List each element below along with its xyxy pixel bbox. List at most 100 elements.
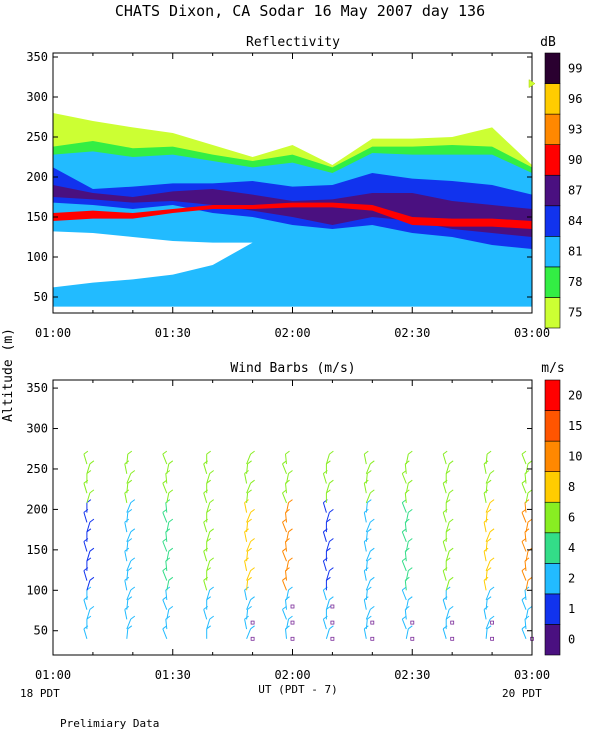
wind-barb-flag bbox=[329, 625, 334, 630]
wind-barb bbox=[86, 551, 91, 562]
wind-barb bbox=[83, 570, 88, 581]
wind-barb-flag bbox=[209, 528, 214, 533]
wind-barb bbox=[206, 589, 211, 601]
wind-barb-flag bbox=[407, 508, 413, 513]
reflectivity-colorbar-unit: dB bbox=[540, 35, 556, 50]
wind-barb-flag bbox=[250, 450, 255, 455]
wind-barb-flag bbox=[489, 528, 495, 533]
wind-barb-flag bbox=[489, 499, 495, 504]
wind-colorbar-unit: m/s bbox=[541, 361, 564, 376]
wind-barb-flag bbox=[127, 479, 133, 484]
wind-barb-flag bbox=[250, 538, 255, 542]
refl-x-tick-label: 02:00 bbox=[274, 326, 310, 340]
wind-colorbar-swatch bbox=[544, 563, 561, 595]
calm-marker bbox=[330, 604, 335, 609]
wind-barb-flag bbox=[407, 479, 413, 484]
wind-barb bbox=[483, 580, 487, 591]
refl-y-tick-label: 300 bbox=[26, 90, 48, 104]
wind-colorbar-tick-label: 4 bbox=[568, 541, 575, 555]
calm-marker bbox=[450, 636, 455, 641]
wind-barb bbox=[126, 454, 129, 465]
wind-barb-flag bbox=[407, 625, 413, 630]
wind-barb bbox=[86, 609, 91, 620]
reflectivity-colorbar-tick-label: 99 bbox=[568, 61, 582, 75]
reflectivity-colorbar-swatch bbox=[544, 174, 561, 207]
wind-barb bbox=[401, 618, 407, 630]
wind-barb bbox=[126, 483, 129, 494]
wind-barb bbox=[485, 483, 488, 494]
calm-marker bbox=[290, 620, 295, 625]
wind-barb bbox=[124, 522, 128, 533]
wind-colorbar-tick-label: 15 bbox=[568, 419, 582, 433]
wind-barb bbox=[365, 502, 368, 513]
wind-barb bbox=[524, 502, 527, 513]
wind-barb bbox=[162, 453, 168, 465]
wind-barb bbox=[244, 619, 248, 630]
wind-barb bbox=[246, 483, 252, 494]
wind-barb bbox=[244, 589, 248, 601]
wind-barb-flag bbox=[209, 586, 214, 591]
wind-barb-flag bbox=[407, 596, 413, 601]
wind-barb bbox=[124, 609, 128, 620]
wind-barb bbox=[246, 609, 249, 620]
wind-barb bbox=[246, 512, 252, 523]
wind-barb bbox=[246, 628, 252, 639]
wind-barb bbox=[285, 570, 287, 581]
wind-y-tick-label: 300 bbox=[26, 422, 48, 436]
wind-colorbar-swatch bbox=[544, 410, 561, 442]
wind-barb bbox=[322, 473, 327, 484]
wind-barb bbox=[124, 580, 128, 591]
wind-barb bbox=[165, 589, 168, 601]
wind-barb-flag bbox=[486, 508, 492, 513]
wind-barb-flag bbox=[162, 450, 168, 455]
wind-colorbar-swatch bbox=[544, 440, 561, 472]
wind-barb-flag bbox=[527, 576, 533, 581]
wind-barb bbox=[442, 570, 447, 581]
refl-y-tick-label: 250 bbox=[26, 130, 48, 144]
wind-barb bbox=[365, 619, 368, 630]
reflectivity-colorbar: 75 78 81 84 87 90 93 96 99 bbox=[528, 52, 582, 329]
calm-marker bbox=[250, 636, 255, 641]
wind-barb-flag bbox=[366, 586, 372, 591]
wind-barb bbox=[401, 473, 407, 484]
reflectivity-colorbar-swatch bbox=[544, 113, 561, 145]
refl-y-tick-label: 150 bbox=[26, 210, 48, 224]
wind-barb-flag bbox=[486, 596, 492, 601]
wind-barb bbox=[365, 492, 371, 504]
calm-marker bbox=[290, 636, 295, 641]
wind-barb bbox=[83, 453, 88, 465]
wind-barb bbox=[445, 463, 450, 474]
wind-barb bbox=[83, 541, 88, 552]
wind-barb-flag bbox=[89, 547, 95, 552]
wind-barb bbox=[282, 580, 287, 591]
wind-barb bbox=[166, 463, 170, 474]
wind-barb bbox=[325, 599, 330, 610]
wind-barb bbox=[246, 551, 249, 562]
wind-y-tick-label: 350 bbox=[26, 381, 48, 395]
wind-barb bbox=[485, 628, 488, 639]
reflectivity-band-87 bbox=[53, 185, 532, 237]
wind-barb bbox=[445, 609, 450, 620]
calm-marker bbox=[490, 636, 495, 641]
wind-barb-flag bbox=[83, 450, 89, 455]
wind-barb bbox=[166, 522, 170, 533]
figure-title: CHATS Dixon, CA Sodar 16 May 2007 day 13… bbox=[115, 2, 485, 20]
wind-barb bbox=[524, 589, 527, 601]
wind-barb bbox=[83, 483, 88, 494]
refl-x-tick-label: 01:30 bbox=[155, 326, 191, 340]
wind-barb-flag bbox=[127, 596, 133, 601]
wind-barb-flag bbox=[127, 625, 133, 630]
wind-barb bbox=[365, 580, 371, 591]
wind-barb bbox=[126, 541, 129, 552]
reflectivity-colorbar-swatch bbox=[544, 266, 561, 298]
wind-barb bbox=[525, 609, 529, 620]
wind-barb-flag bbox=[363, 450, 369, 455]
wind-barb bbox=[286, 589, 289, 601]
wind-barb bbox=[86, 580, 91, 591]
wind-colorbar-swatch bbox=[544, 624, 561, 656]
wind-barb-flag bbox=[288, 557, 293, 562]
wind-barb-flag bbox=[130, 470, 136, 474]
wind-barb bbox=[363, 454, 367, 465]
wind-barb-flag bbox=[366, 470, 372, 474]
calm-marker bbox=[290, 604, 295, 609]
